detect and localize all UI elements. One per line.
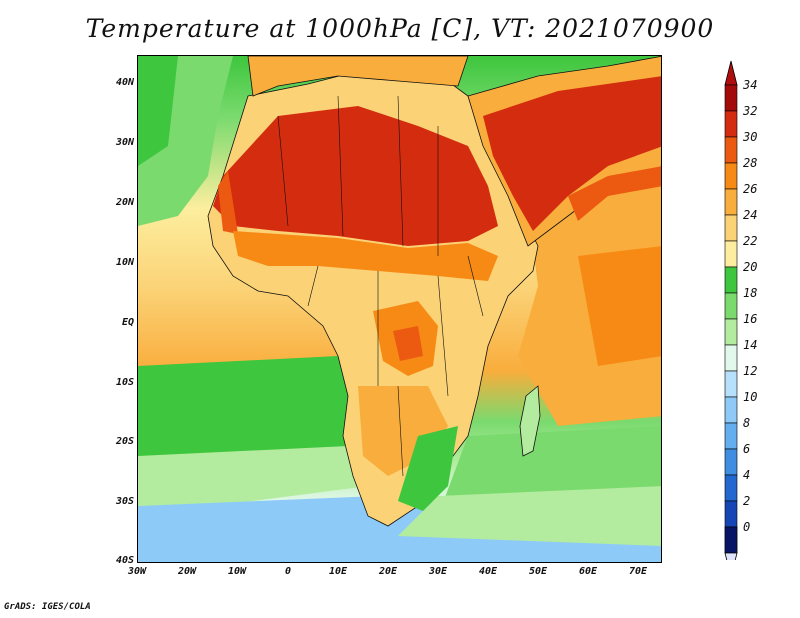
legend-swatch: [724, 500, 738, 528]
legend-label: 16: [743, 312, 758, 326]
congo-hot: [393, 326, 423, 361]
legend-swatch: [724, 162, 738, 190]
legend-top-arrow: [724, 60, 738, 86]
y-tick-label: 30S: [115, 496, 134, 507]
legend-swatch: [724, 474, 738, 502]
arabia-hot: [483, 76, 661, 231]
legend-swatch: [724, 292, 738, 320]
madagascar: [519, 385, 541, 457]
x-tick-label: 10W: [227, 566, 247, 577]
legend-label: 34: [743, 78, 758, 92]
legend-bottom-arrow: [724, 552, 738, 560]
y-tick-label: 40N: [115, 77, 134, 88]
y-tick-label: 10S: [115, 377, 134, 388]
y-tick-label: EQ: [121, 317, 134, 328]
legend-label: 14: [743, 338, 758, 352]
temperature-field: [138, 56, 661, 562]
chart-title: Temperature at 1000hPa [C], VT: 20210709…: [85, 14, 715, 43]
south-atlantic-light: [138, 446, 368, 516]
legend-swatch: [724, 240, 738, 268]
x-tick-label: 70E: [628, 566, 648, 577]
legend-swatch: [724, 448, 738, 476]
indian-ocean-hot: [578, 246, 661, 366]
x-tick-label: 60E: [578, 566, 598, 577]
legend-swatch: [724, 344, 738, 372]
sahara-hot: [213, 106, 498, 246]
legend-swatch: [724, 84, 738, 112]
legend-swatch: [724, 266, 738, 294]
legend-swatch: [724, 526, 738, 554]
credit-text: GrADS: IGES/COLA: [4, 602, 91, 612]
legend-swatch: [724, 214, 738, 242]
legend-swatch: [724, 370, 738, 398]
x-tick-label: 40E: [478, 566, 498, 577]
x-tick-label: 0: [284, 566, 292, 577]
x-tick-label: 30E: [428, 566, 448, 577]
legend-swatch: [724, 188, 738, 216]
arabia-warm-edge: [568, 166, 661, 221]
legend-label: 4: [743, 468, 751, 482]
legend-label: 2: [743, 494, 751, 508]
sahel-band: [233, 231, 498, 281]
temperature-map: [137, 55, 662, 563]
south-indian-light: [398, 486, 661, 546]
legend-label: 6: [743, 442, 751, 456]
legend-label: 26: [743, 182, 758, 196]
x-tick-label: 20W: [177, 566, 197, 577]
legend-swatch: [724, 396, 738, 424]
x-tick-label: 20E: [378, 566, 398, 577]
legend-label: 24: [743, 208, 758, 222]
legend-label: 0: [743, 520, 751, 534]
legend-label: 18: [743, 286, 758, 300]
sahara-warm: [218, 171, 238, 234]
y-tick-label: 30N: [115, 137, 134, 148]
europe-land: [247, 56, 469, 97]
x-tick-label: 30W: [127, 566, 147, 577]
y-tick-label: 10N: [115, 257, 134, 268]
color-legend: [724, 60, 738, 560]
legend-label: 12: [743, 364, 758, 378]
legend-label: 30: [743, 130, 758, 144]
legend-label: 10: [743, 390, 758, 404]
legend-swatch: [724, 110, 738, 138]
y-tick-label: 20N: [115, 197, 134, 208]
y-tick-label: 20S: [115, 436, 134, 447]
country-borders: [277, 95, 484, 477]
atlantic-cool-band: [138, 56, 178, 166]
legend-label: 20: [743, 260, 758, 274]
legend-swatch: [724, 318, 738, 346]
x-tick-label: 10E: [328, 566, 348, 577]
legend-swatch: [724, 422, 738, 450]
legend-label: 8: [743, 416, 751, 430]
legend-swatch: [724, 136, 738, 164]
x-tick-label: 50E: [528, 566, 548, 577]
legend-label: 32: [743, 104, 758, 118]
legend-label: 22: [743, 234, 758, 248]
y-tick-label: 40S: [115, 555, 134, 566]
legend-label: 28: [743, 156, 758, 170]
southern-africa-green: [398, 426, 458, 511]
